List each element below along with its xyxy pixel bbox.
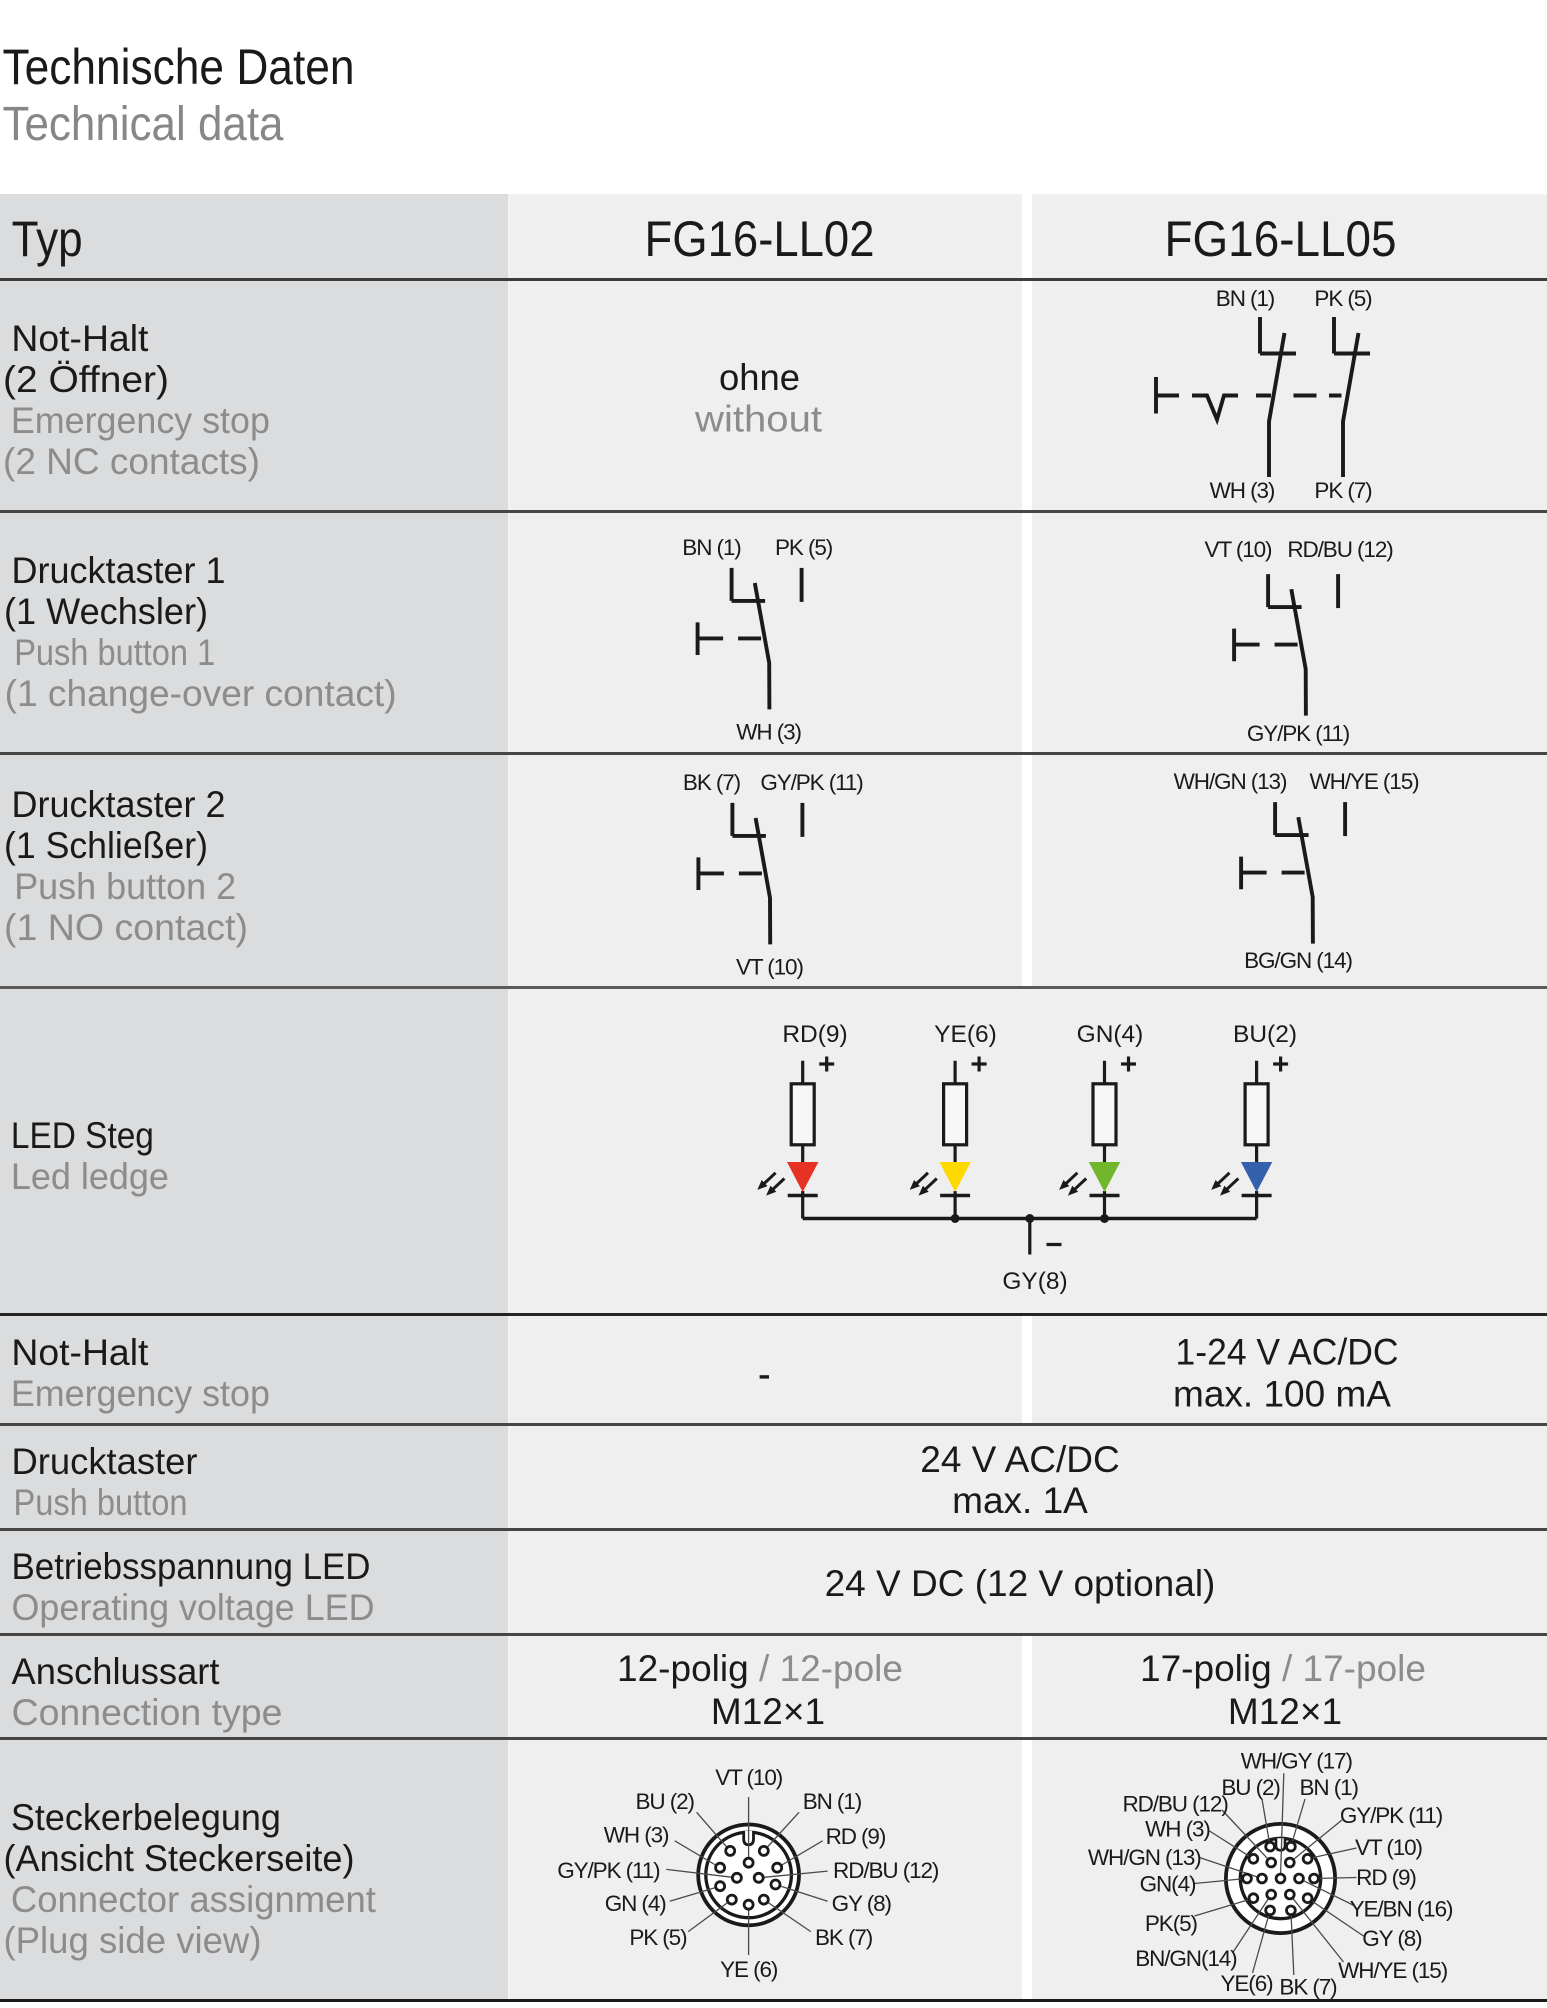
svg-text:GY(8): GY(8): [1002, 1268, 1067, 1295]
svg-text:Not-Halt: Not-Halt: [11, 318, 149, 359]
svg-text:YE(6): YE(6): [934, 1021, 997, 1048]
svg-text:(1 NO contact): (1 NO contact): [4, 907, 248, 948]
svg-text:M12×1: M12×1: [711, 1691, 825, 1732]
svg-text:Drucktaster 1: Drucktaster 1: [12, 550, 226, 591]
svg-text:GY (8): GY (8): [1362, 1926, 1422, 1951]
svg-text:GY/PK (11): GY/PK (11): [557, 1858, 660, 1883]
svg-text:VT (10): VT (10): [736, 955, 804, 980]
svg-text:Connection type: Connection type: [12, 1692, 283, 1733]
svg-text:Drucktaster 2: Drucktaster 2: [12, 784, 226, 825]
svg-text:FG16-LL02: FG16-LL02: [645, 211, 875, 267]
svg-text:VT (10): VT (10): [715, 1765, 783, 1790]
svg-text:Drucktaster: Drucktaster: [12, 1441, 198, 1482]
svg-text:LED Steg: LED Steg: [11, 1115, 154, 1156]
svg-text:PK (5): PK (5): [629, 1925, 687, 1950]
svg-text:BK (7): BK (7): [1279, 1975, 1337, 2000]
svg-text:RD(9): RD(9): [782, 1021, 847, 1048]
svg-text:(Plug side view): (Plug side view): [4, 1920, 262, 1961]
svg-text:GN(4): GN(4): [1140, 1872, 1196, 1897]
svg-text:WH (3): WH (3): [1210, 478, 1275, 503]
svg-text:WH (3): WH (3): [736, 720, 801, 745]
svg-text:PK(5): PK(5): [1145, 1911, 1198, 1936]
svg-text:24 V DC (12 V optional): 24 V DC (12 V optional): [825, 1563, 1216, 1604]
svg-text:M12×1: M12×1: [1228, 1691, 1342, 1732]
svg-text:PK (5): PK (5): [1314, 286, 1372, 311]
svg-text:Operating voltage LED: Operating voltage LED: [12, 1587, 375, 1628]
svg-text:WH/GN (13): WH/GN (13): [1174, 769, 1287, 794]
svg-text:Push button 1: Push button 1: [14, 632, 215, 673]
svg-text:RD (9): RD (9): [1356, 1865, 1416, 1890]
svg-text:Anschlussart: Anschlussart: [12, 1651, 221, 1692]
svg-text:GY (8): GY (8): [832, 1891, 892, 1916]
svg-text:RD (9): RD (9): [826, 1824, 886, 1849]
svg-text:1-24 V AC/DC: 1-24 V AC/DC: [1176, 1332, 1399, 1373]
svg-text:(1 Schließer): (1 Schließer): [4, 825, 208, 866]
svg-text:RD/BU (12): RD/BU (12): [1122, 1792, 1228, 1817]
svg-text:GY/PK (11): GY/PK (11): [760, 770, 863, 795]
svg-text:WH/GN (13): WH/GN (13): [1088, 1845, 1201, 1870]
svg-text:GY/PK (11): GY/PK (11): [1247, 721, 1350, 746]
svg-text:Led ledge: Led ledge: [11, 1156, 169, 1197]
svg-text:GN (4): GN (4): [605, 1891, 667, 1916]
svg-text:YE(6): YE(6): [1220, 1971, 1273, 1996]
svg-text:BU (2): BU (2): [635, 1789, 694, 1814]
svg-text:BK (7): BK (7): [683, 770, 741, 795]
svg-text:WH/GY (17): WH/GY (17): [1241, 1749, 1353, 1774]
svg-text:BN (1): BN (1): [803, 1789, 862, 1814]
svg-text:max. 100 mA: max. 100 mA: [1173, 1374, 1391, 1415]
svg-text:BN (1): BN (1): [1216, 286, 1275, 311]
svg-text:(2 Öffner): (2 Öffner): [3, 359, 169, 400]
svg-text:Technische Daten: Technische Daten: [3, 39, 355, 95]
svg-text:YE (6): YE (6): [720, 1957, 778, 1982]
svg-text:BN (1): BN (1): [682, 535, 741, 560]
svg-text:Not-Halt: Not-Halt: [11, 1332, 149, 1373]
svg-text:12-polig / 12-pole: 12-polig / 12-pole: [617, 1648, 903, 1689]
svg-text:without: without: [694, 399, 823, 440]
svg-text:ohne: ohne: [719, 357, 800, 398]
svg-text:Steckerbelegung: Steckerbelegung: [11, 1797, 281, 1838]
svg-text:(1 Wechsler): (1 Wechsler): [4, 591, 208, 632]
svg-text:(2 NC contacts): (2 NC contacts): [3, 441, 260, 482]
svg-text:BK (7): BK (7): [815, 1925, 873, 1950]
svg-text:Push button 2: Push button 2: [14, 866, 236, 907]
svg-text:PK (5): PK (5): [775, 535, 833, 560]
svg-text:VT (10): VT (10): [1355, 1835, 1423, 1860]
svg-text:FG16-LL05: FG16-LL05: [1165, 211, 1397, 267]
svg-text:24 V AC/DC: 24 V AC/DC: [920, 1439, 1119, 1480]
svg-text:(1 change-over contact): (1 change-over contact): [5, 673, 397, 714]
svg-text:Emergency stop: Emergency stop: [11, 400, 270, 441]
svg-text:17-polig / 17-pole: 17-polig / 17-pole: [1140, 1648, 1426, 1689]
svg-text:Push button: Push button: [14, 1482, 188, 1523]
svg-text:PK (7): PK (7): [1314, 478, 1372, 503]
svg-text:WH/YE (15): WH/YE (15): [1338, 1958, 1448, 1983]
svg-text:GN(4): GN(4): [1077, 1021, 1144, 1048]
svg-text:WH/YE (15): WH/YE (15): [1309, 769, 1419, 794]
svg-text:BN (1): BN (1): [1299, 1775, 1358, 1800]
svg-text:Emergency stop: Emergency stop: [11, 1373, 270, 1414]
svg-text:GY/PK (11): GY/PK (11): [1340, 1803, 1443, 1828]
svg-text:(Ansicht Steckerseite): (Ansicht Steckerseite): [4, 1838, 355, 1879]
svg-text:BU(2): BU(2): [1233, 1021, 1297, 1048]
svg-text:RD/BU (12): RD/BU (12): [1287, 537, 1393, 562]
svg-text:Betriebsspannung LED: Betriebsspannung LED: [12, 1546, 371, 1587]
svg-text:BG/GN (14): BG/GN (14): [1244, 948, 1352, 973]
svg-text:Connector assignment: Connector assignment: [11, 1879, 377, 1920]
svg-text:BN/GN(14): BN/GN(14): [1135, 1946, 1237, 1971]
svg-text:YE/BN (16): YE/BN (16): [1350, 1897, 1453, 1922]
svg-text:WH (3): WH (3): [1145, 1817, 1210, 1842]
svg-text:Typ: Typ: [12, 211, 83, 267]
svg-text:max. 1A: max. 1A: [952, 1480, 1088, 1521]
svg-text:RD/BU (12): RD/BU (12): [833, 1858, 939, 1883]
svg-text:VT (10): VT (10): [1205, 537, 1273, 562]
svg-text:Technical data: Technical data: [3, 98, 284, 151]
svg-text:WH (3): WH (3): [604, 1823, 669, 1848]
svg-text:BU (2): BU (2): [1221, 1775, 1280, 1800]
